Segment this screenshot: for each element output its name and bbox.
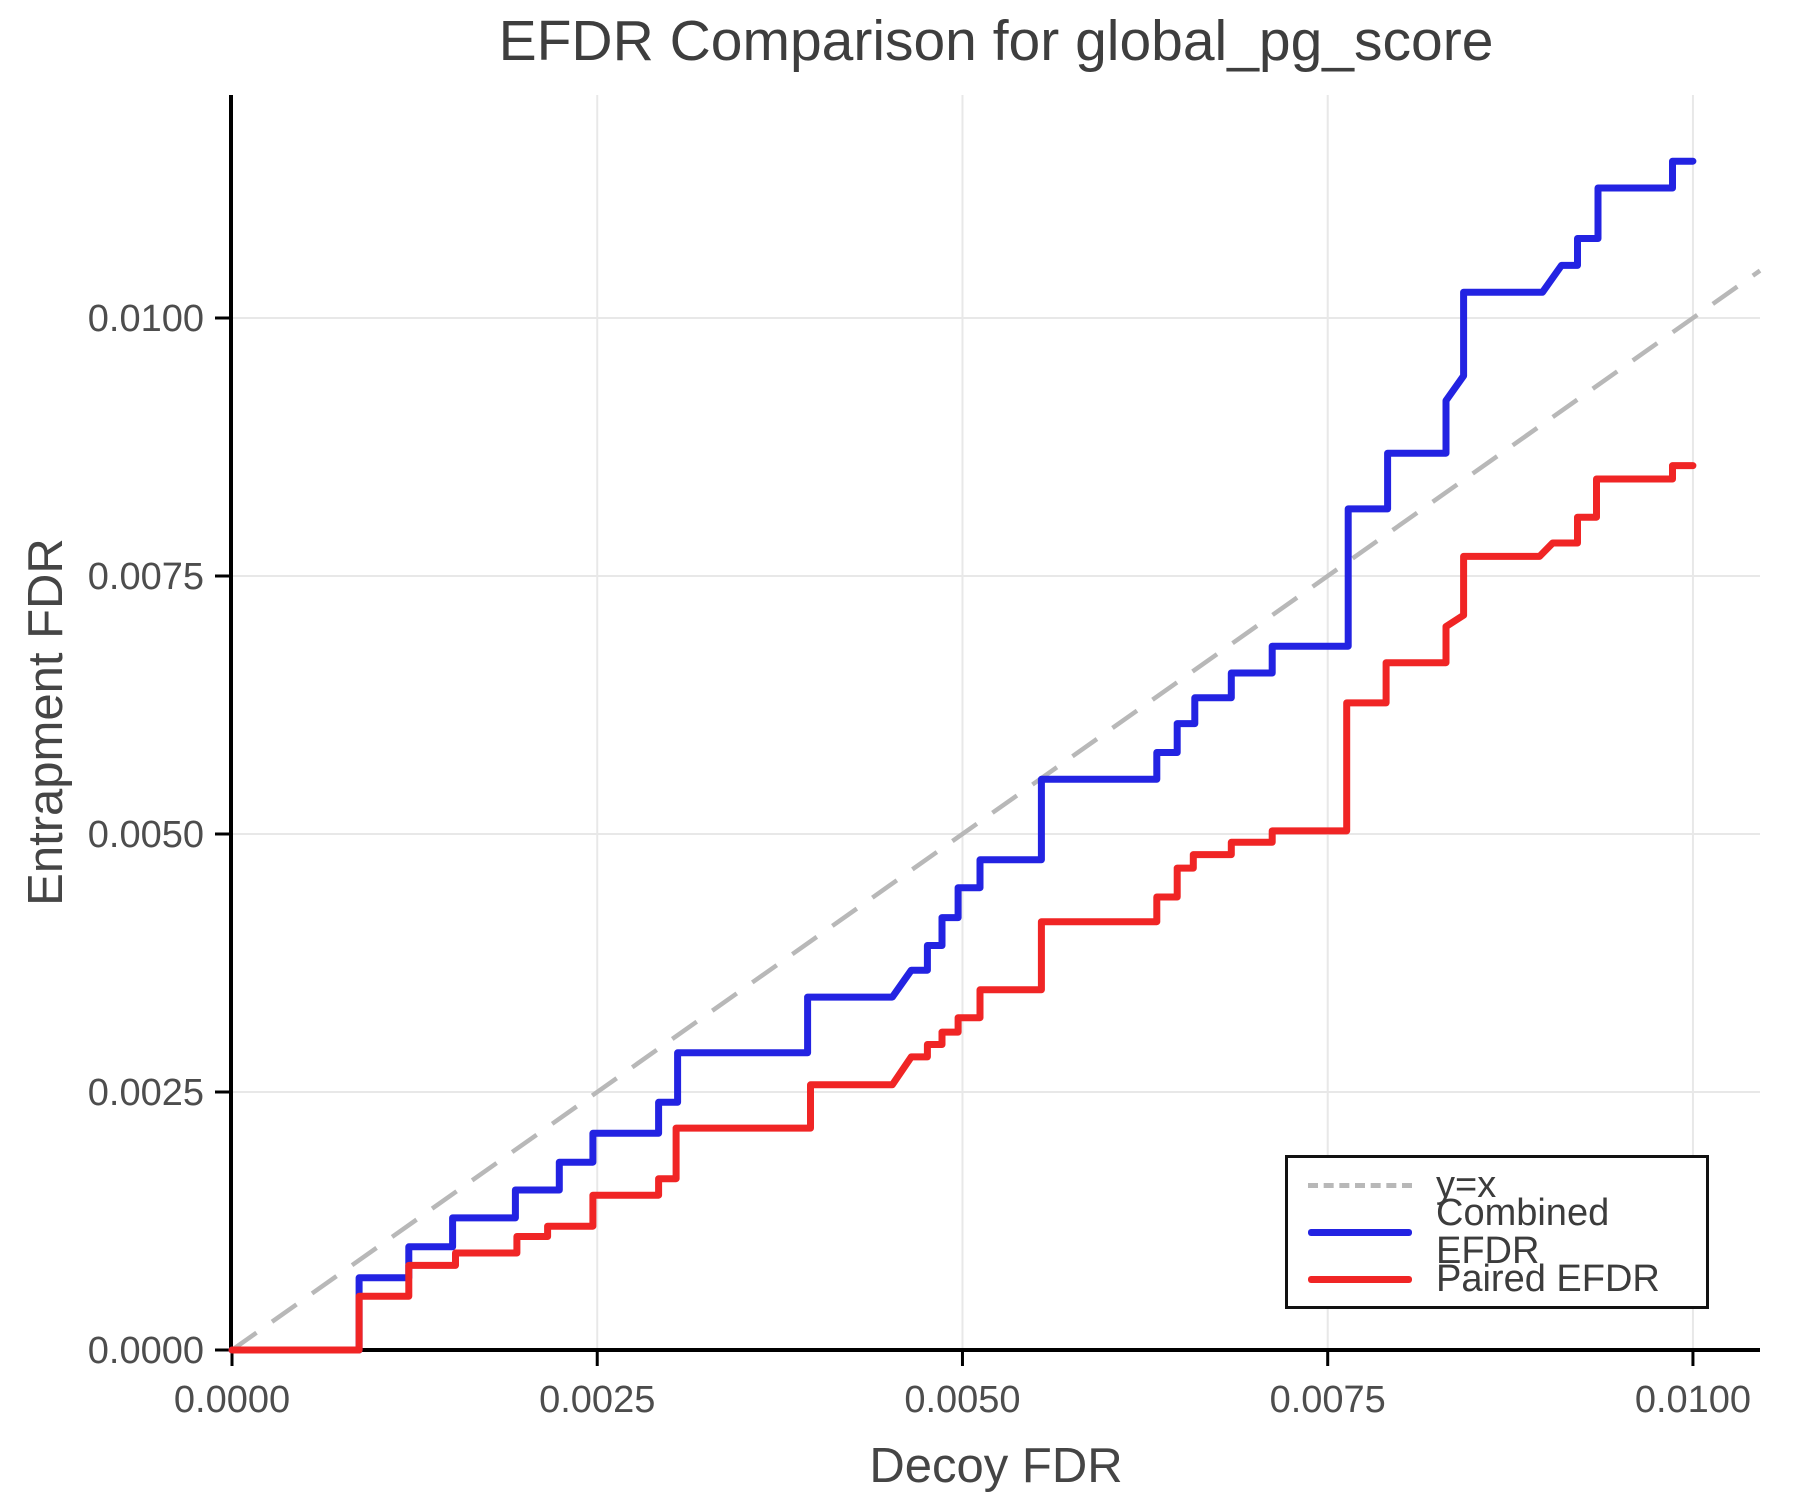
x-tick-label: 0.0025 [539,1379,655,1421]
legend: y=x Combined EFDR Paired EFDR [1285,1155,1709,1309]
paired-line-swatch [1308,1275,1412,1283]
legend-label-combined: Combined EFDR [1436,1192,1610,1272]
y-tick-label: 0.0075 [88,556,204,598]
legend-item-combined: Combined EFDR [1308,1194,1706,1270]
dashed-line-swatch [1308,1182,1412,1188]
x-tick-label: 0.0000 [174,1379,290,1421]
y-tick-label: 0.0050 [88,814,204,856]
legend-item-paired: Paired EFDR [1308,1259,1706,1299]
chart-title: EFDR Comparison for global_pg_score [498,9,1494,73]
x-tick-label: 0.0050 [904,1379,1020,1421]
y-axis-label: Entrapment FDR [19,538,73,906]
y-tick-label: 0.0100 [88,298,204,340]
combined-line-swatch [1308,1228,1412,1236]
reference-line-y-equals-x [230,268,1762,1352]
paired-efdr-line [228,462,1697,1354]
legend-label-paired: Paired EFDR [1436,1258,1660,1300]
y-tick-label: 0.0000 [88,1330,204,1372]
combined-efdr-line [228,157,1697,1354]
x-axis-label: Decoy FDR [869,1439,1123,1493]
legend-label-yx: y=x [1436,1164,1497,1206]
x-tick-label: 0.0100 [1635,1379,1751,1421]
legend-item-yx: y=x [1308,1165,1706,1205]
x-tick-label: 0.0075 [1270,1379,1386,1421]
y-tick-label: 0.0025 [88,1072,204,1114]
